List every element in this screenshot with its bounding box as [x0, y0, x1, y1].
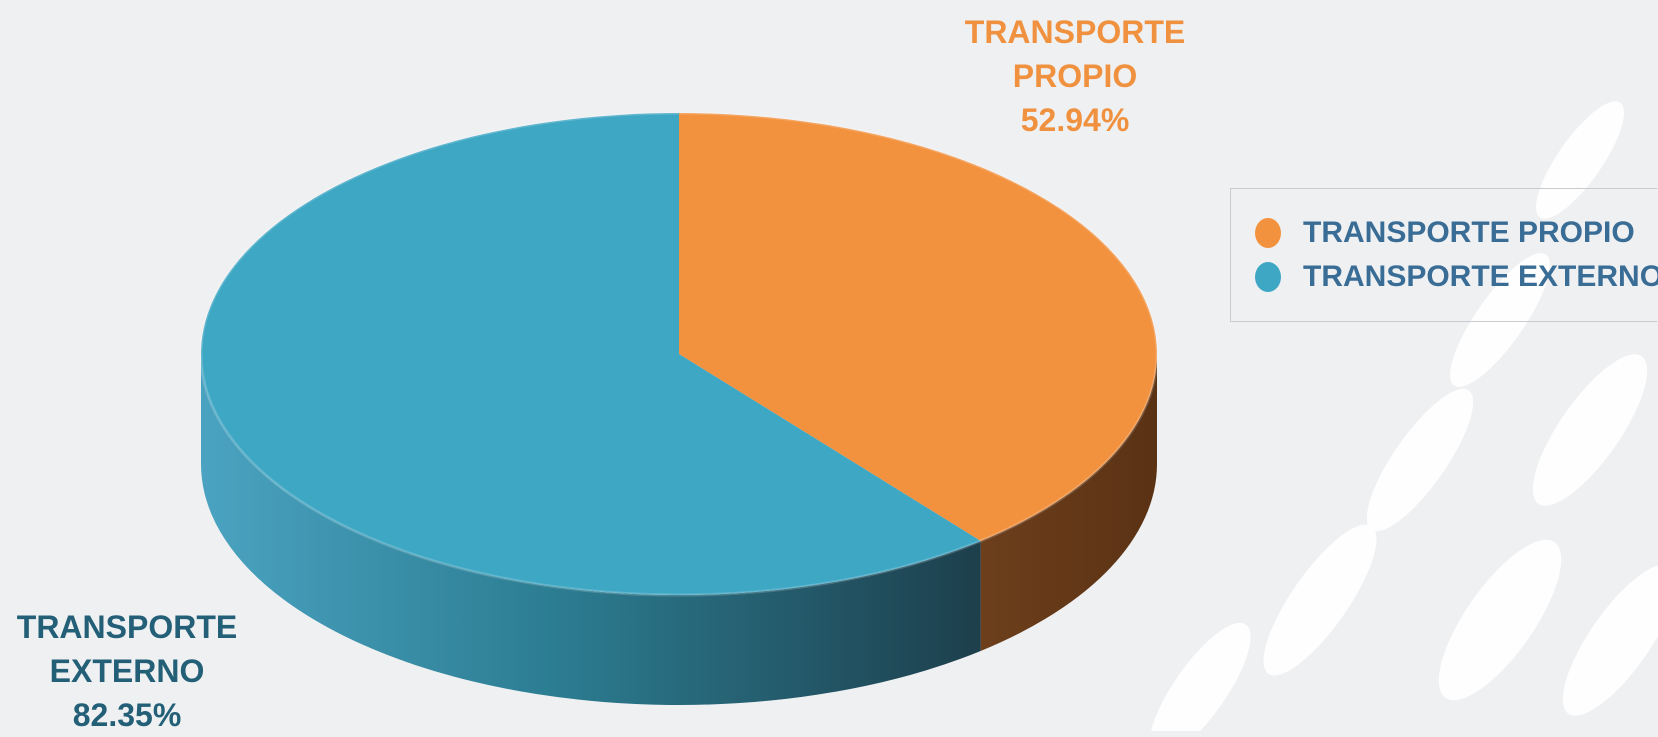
slice [679, 113, 1157, 541]
data-label: TRANSPORTE EXTERNO 82.35% [0, 605, 257, 737]
slice-side [201, 354, 981, 705]
background-decoration [1149, 101, 1658, 731]
data-label-value: 82.35% [72, 697, 182, 733]
slice [200, 113, 981, 596]
legend: TRANSPORTE PROPIO TRANSPORTE EXTERNO [1230, 188, 1658, 322]
legend-marker [1255, 218, 1281, 248]
slice-side [980, 354, 1157, 651]
legend-label: TRANSPORTE PROPIO [1303, 216, 1635, 249]
data-label-category: TRANSPORTE PROPIO [964, 14, 1186, 94]
data-label-category: TRANSPORTE EXTERNO [16, 609, 238, 689]
data-label: TRANSPORTE PROPIO 52.94% [945, 10, 1205, 142]
legend-item: TRANSPORTE PROPIO [1255, 211, 1657, 255]
data-label-value: 52.94% [1020, 102, 1130, 138]
rim-highlight [199, 111, 1159, 597]
legend-marker [1255, 262, 1281, 292]
legend-item: TRANSPORTE EXTERNO [1255, 255, 1658, 299]
legend-label: TRANSPORTE EXTERNO [1303, 260, 1658, 293]
